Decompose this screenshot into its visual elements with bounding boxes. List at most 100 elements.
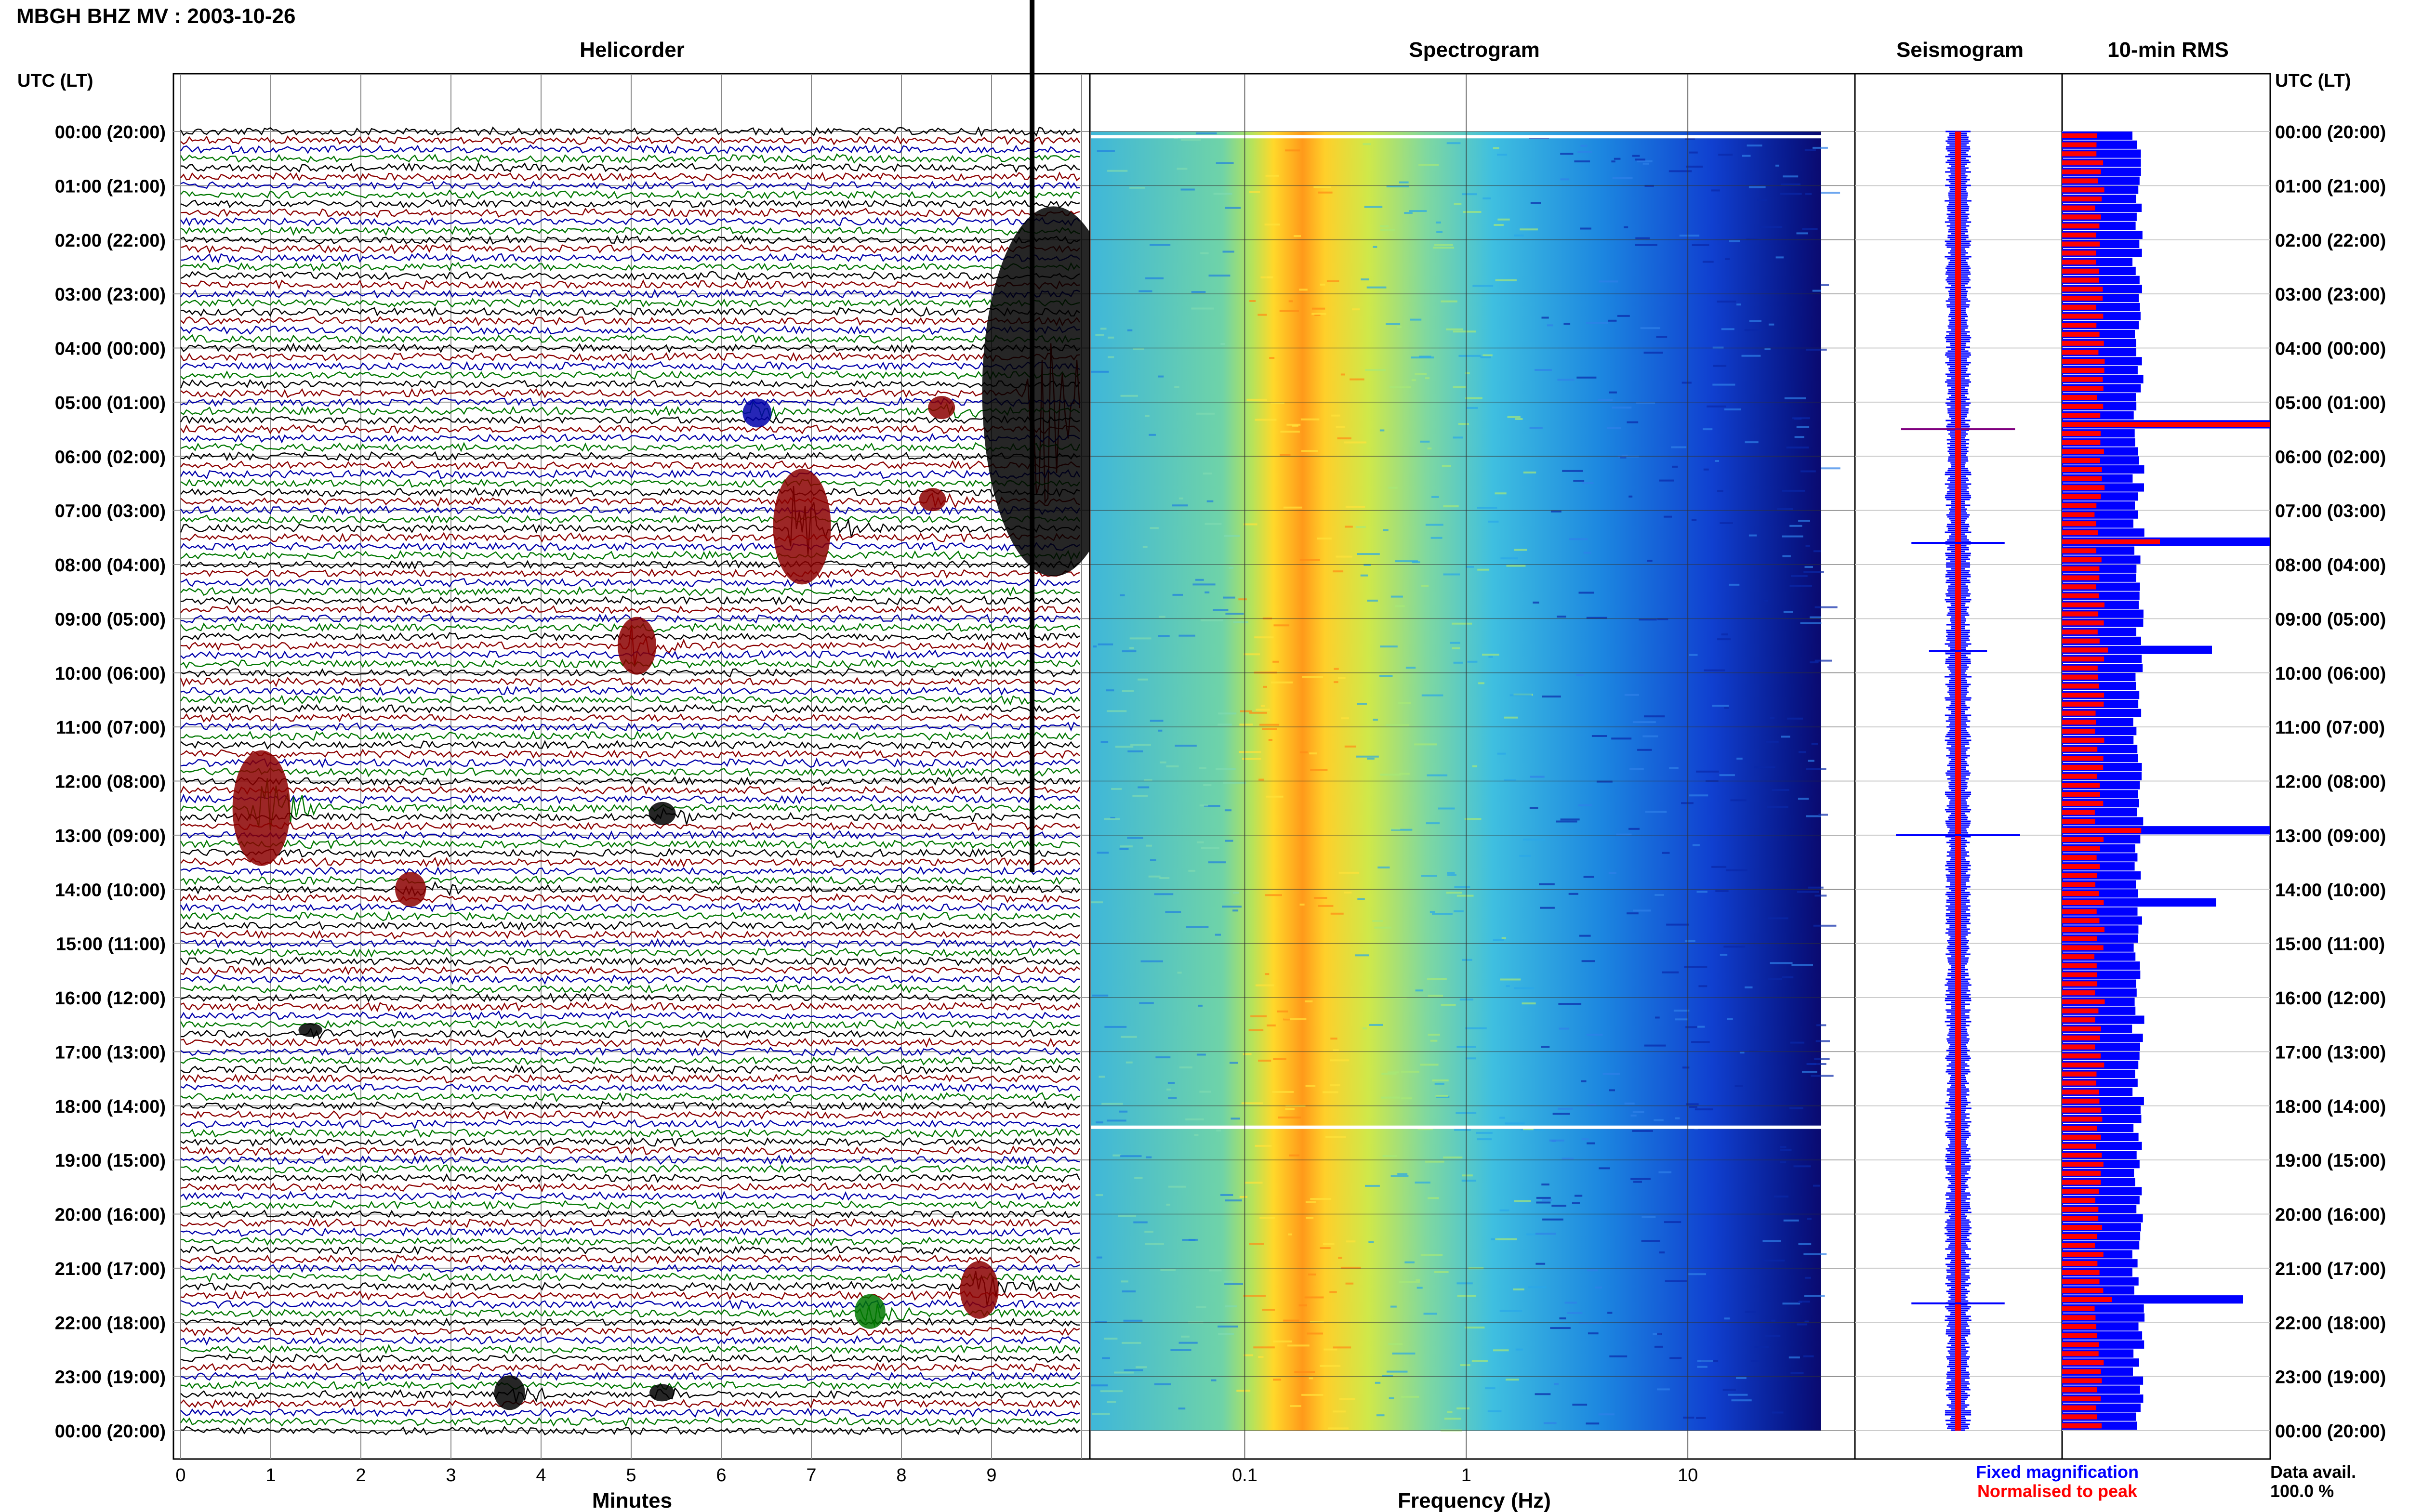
spectrogram-speckle [1645, 811, 1667, 813]
spectrogram-speckle [1624, 1103, 1635, 1104]
spectrogram-speckle [1711, 189, 1720, 192]
spectrogram-speckle [1336, 426, 1345, 428]
spectrogram-speckle [1357, 703, 1367, 705]
spectrogram-speckle [1308, 1273, 1316, 1275]
spectrogram-speckle [1770, 962, 1793, 964]
spectrogram-speckle [1248, 1029, 1264, 1031]
spectrogram-speckle [1097, 852, 1109, 854]
rms-bar-normalised [2062, 756, 2104, 761]
spectrogram-speckle [1366, 286, 1387, 289]
spectrogram-speckle [1310, 1321, 1324, 1323]
spectrogram-speckle [1443, 1157, 1463, 1158]
spectrogram-speckle [1655, 1016, 1660, 1019]
spectrogram-speckle [1814, 894, 1827, 897]
time-label-left: 09:00 (05:00) [55, 609, 166, 630]
spectrogram-speckle [1628, 495, 1633, 498]
spectrogram-speckle [1554, 1383, 1559, 1385]
spectrogram-speckle [1749, 320, 1761, 322]
spectrogram-speckle [1160, 1269, 1176, 1271]
spectrogram-gap [1091, 1125, 1821, 1129]
spectrogram-speckle [1806, 768, 1827, 770]
spectrogram-speckle [1386, 724, 1409, 726]
spectrogram-speckle [1278, 1117, 1301, 1118]
spectrogram-speckle [1179, 497, 1183, 500]
spectrogram-speckle [1633, 1181, 1642, 1183]
helicorder-trace [180, 578, 1080, 588]
spectrogram-speckle [1658, 1171, 1672, 1173]
helicorder-trace [180, 839, 1080, 850]
spectrogram-speckle [1099, 1076, 1105, 1078]
helicorder-trace [180, 1199, 1081, 1210]
spectrogram-speckle [1339, 1398, 1355, 1400]
time-label-left: 11:00 (07:00) [56, 718, 166, 738]
spectrogram-speckle [1260, 276, 1273, 278]
bottom-axis-ticks: 0 1 2 3 4 5 6 7 8 9 0.1 1 10 [175, 1465, 1698, 1486]
time-label-right: 08:00 (04:00) [2275, 555, 2386, 576]
spectrogram-speckle [1145, 415, 1150, 417]
time-label-left: 23:00 (19:00) [55, 1367, 166, 1388]
spectrogram-speckle [1114, 1371, 1134, 1374]
helicorder-trace [180, 153, 1080, 164]
spectrogram-speckle [1284, 1018, 1307, 1020]
spectrogram-speckle [1352, 308, 1360, 311]
spectrogram-speckle [1768, 323, 1774, 326]
helicorder-trace [180, 956, 1080, 967]
spectrogram-speckle [1789, 585, 1812, 587]
rms-bar-normalised [2062, 936, 2097, 941]
spectrogram-speckle [1224, 1280, 1233, 1283]
helicorder-trace [180, 676, 1080, 687]
spectrogram-speckle [1550, 510, 1562, 513]
spectrogram-speckle [1120, 1155, 1142, 1157]
spectrogram-speckle [1441, 300, 1457, 302]
minutes-tick-label: 2 [356, 1465, 366, 1486]
spectrogram-speckle [1309, 752, 1317, 755]
spectrogram-speckle [1562, 470, 1583, 472]
spectrogram-speckle [1804, 566, 1813, 568]
spectrogram-speckle [1627, 421, 1639, 423]
spectrogram-speckle [1541, 1046, 1550, 1048]
spectrogram-speckle [1158, 375, 1164, 378]
spectrogram-speckle [1559, 1027, 1570, 1030]
frequency-tick-label: 10 [1678, 1465, 1698, 1486]
spectrogram-speckle [1662, 852, 1670, 854]
time-label-left: 03:00 (23:00) [55, 285, 166, 305]
spectrogram-speckle [1462, 959, 1472, 961]
spectrogram-speckle [1399, 773, 1410, 775]
spectrogram-speckle [1654, 1345, 1663, 1348]
rms-bar-normalised [2062, 684, 2099, 689]
spectrogram-speckle [1344, 745, 1356, 748]
seismogram-spike [1911, 542, 2005, 544]
spectrogram-speckle [1458, 423, 1469, 425]
spectrogram-speckle [1797, 891, 1819, 893]
helicorder-trace [180, 1290, 1080, 1301]
spectrogram-speckle [1800, 470, 1816, 473]
spectrogram-speckle [1662, 971, 1679, 973]
spectrogram-speckle [1122, 1341, 1141, 1344]
spectrogram-speckle [1340, 373, 1345, 376]
rms-bar-normalised [2062, 359, 2105, 364]
rms-bar-normalised [2062, 1153, 2102, 1158]
spectrogram-speckle [1166, 765, 1179, 768]
spectrogram-speckle [1180, 188, 1195, 191]
spectrogram-speckle [1107, 1119, 1126, 1122]
spectrogram-speckle [1505, 1122, 1525, 1125]
spectrogram-speckle [1659, 479, 1674, 482]
rms-bar-normalised [2062, 873, 2097, 878]
spectrogram-speckle [1238, 598, 1247, 601]
helicorder-event [298, 1023, 323, 1037]
spectrogram-speckle [1454, 910, 1464, 912]
spectrogram-speckle [1391, 828, 1413, 831]
spectrogram-speckle [1463, 211, 1482, 213]
spectrogram-speckle [1377, 866, 1390, 868]
spectrogram-speckle [1586, 1034, 1603, 1036]
rms-bar-normalised [2062, 593, 2099, 599]
spectrogram-speckle [1287, 1344, 1310, 1347]
rms-bar-normalised [2062, 810, 2095, 815]
spectrogram-speckle [1552, 1113, 1570, 1115]
spectrogram-speckle [1356, 755, 1379, 758]
seismogram-title: Seismogram [1896, 38, 2024, 62]
spectrogram-speckle [1724, 1317, 1730, 1320]
spectrogram-speckle [1539, 883, 1555, 885]
spectrogram-speckle [1302, 676, 1324, 678]
spectrogram-speckle [1148, 875, 1161, 878]
